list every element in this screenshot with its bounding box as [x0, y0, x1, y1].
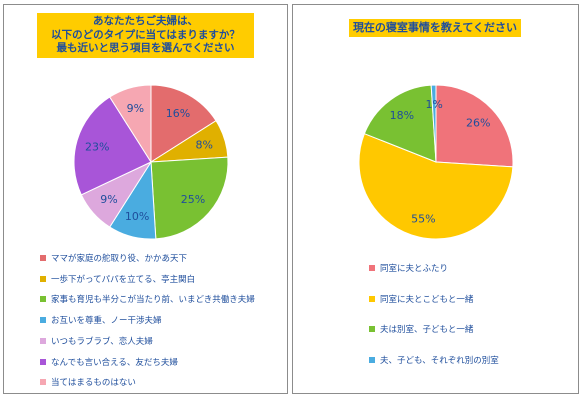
data-label: 10%	[125, 210, 149, 223]
legend-label: ママが家庭の舵取り役、かかあ天下	[51, 254, 188, 264]
left-title-line-3: 最も近いと思う項目を選んでください	[56, 42, 235, 54]
legend-label: 当てはまるものはない	[51, 378, 136, 389]
data-label: 55%	[411, 213, 435, 226]
legend-label: 家事も育児も半分こが当たり前、いまどき共働き夫婦	[51, 295, 255, 306]
data-label: 9%	[127, 102, 144, 115]
pie-slice	[363, 84, 437, 163]
legend-swatch	[40, 317, 46, 324]
pie-slice	[109, 84, 152, 164]
legend-label: 一歩下がってパパを立てる、亭主関白	[51, 274, 196, 285]
legend-swatch	[40, 379, 46, 386]
legend-swatch	[40, 255, 46, 261]
legend-label: 夫、子ども、それぞれ別の別室	[380, 355, 499, 366]
legend-item: 一歩下がってパパを立てる、亭主関白	[40, 273, 195, 285]
legend-swatch	[40, 337, 46, 344]
data-label: 18%	[390, 109, 414, 122]
left-chart-panel: あなたたちご夫婦は、 以下のどのタイプに当てはまりますか？ 最も近いと思う項目を…	[3, 4, 288, 394]
data-label: 25%	[181, 193, 205, 206]
legend-item: 同室に夫とふたり	[369, 262, 448, 274]
legend-label: お互いを尊重、ノー干渉夫婦	[51, 316, 162, 327]
data-label: 9%	[100, 193, 117, 206]
pie-slice	[73, 96, 152, 196]
pie-slice	[150, 84, 217, 163]
right-chart-panel: 現在の寝室事情を教えてください 26% 55% 18% 1% 同室に夫とふたり同室に夫…	[292, 4, 579, 394]
legend-item: 夫は別室、子どもと一緒	[369, 323, 473, 335]
legend-item: 同室に夫とこどもと一緒	[369, 293, 473, 305]
pie-slice	[150, 156, 229, 240]
pie-slice	[435, 84, 514, 168]
legend-swatch	[369, 295, 375, 302]
data-label: 16%	[166, 107, 190, 120]
pie-slice	[430, 84, 437, 163]
left-title-line-1: あなたたちご夫婦は、	[93, 15, 198, 27]
data-label: 23%	[85, 140, 109, 153]
legend-swatch	[369, 265, 375, 271]
legend-swatch	[369, 326, 375, 332]
legend-label: 夫は別室、子どもと一緒	[380, 325, 474, 335]
legend-swatch	[40, 275, 46, 282]
legend-label: 同室に夫とこどもと一緒	[380, 294, 474, 305]
right-title-line-1: 現在の寝室事情を教えてください	[352, 21, 518, 34]
data-label: 1%	[425, 98, 442, 111]
legend-label: なんでも言い合える、友だち夫婦	[51, 357, 178, 368]
left-pie-chart: 16% 8% 25% 10% 9% 23% 9%	[73, 84, 229, 240]
legend-item: お互いを尊重、ノー干渉夫婦	[40, 314, 162, 326]
left-title-line-2: 以下のどのタイプに当てはまりますか？	[51, 28, 240, 41]
legend-swatch	[40, 296, 46, 303]
legend-label: いつもラブラブ、恋人夫婦	[51, 336, 153, 347]
data-label: 8%	[196, 139, 213, 152]
legend-item: なんでも言い合える、友だち夫婦	[40, 356, 178, 368]
right-chart-title: 現在の寝室事情を教えてください	[349, 19, 521, 37]
legend-label: 同室に夫とふたり	[380, 264, 449, 274]
legend-item: 当てはまるものはない	[40, 376, 136, 388]
legend-swatch	[40, 358, 46, 365]
right-pie-chart: 26% 55% 18% 1%	[358, 84, 514, 240]
left-chart-title: あなたたちご夫婦は、 以下のどのタイプに当てはまりますか？ 最も近いと思う項目を…	[37, 13, 254, 58]
legend-swatch	[369, 356, 375, 363]
legend-item: いつもラブラブ、恋人夫婦	[40, 335, 153, 347]
legend-item: 夫、子ども、それぞれ別の別室	[369, 354, 499, 366]
legend-item: ママが家庭の舵取り役、かかあ天下	[40, 252, 187, 264]
pie-slice	[358, 133, 514, 240]
data-label: 26%	[466, 116, 490, 129]
legend-item: 家事も育児も半分こが当たり前、いまどき共働き夫婦	[40, 293, 255, 305]
